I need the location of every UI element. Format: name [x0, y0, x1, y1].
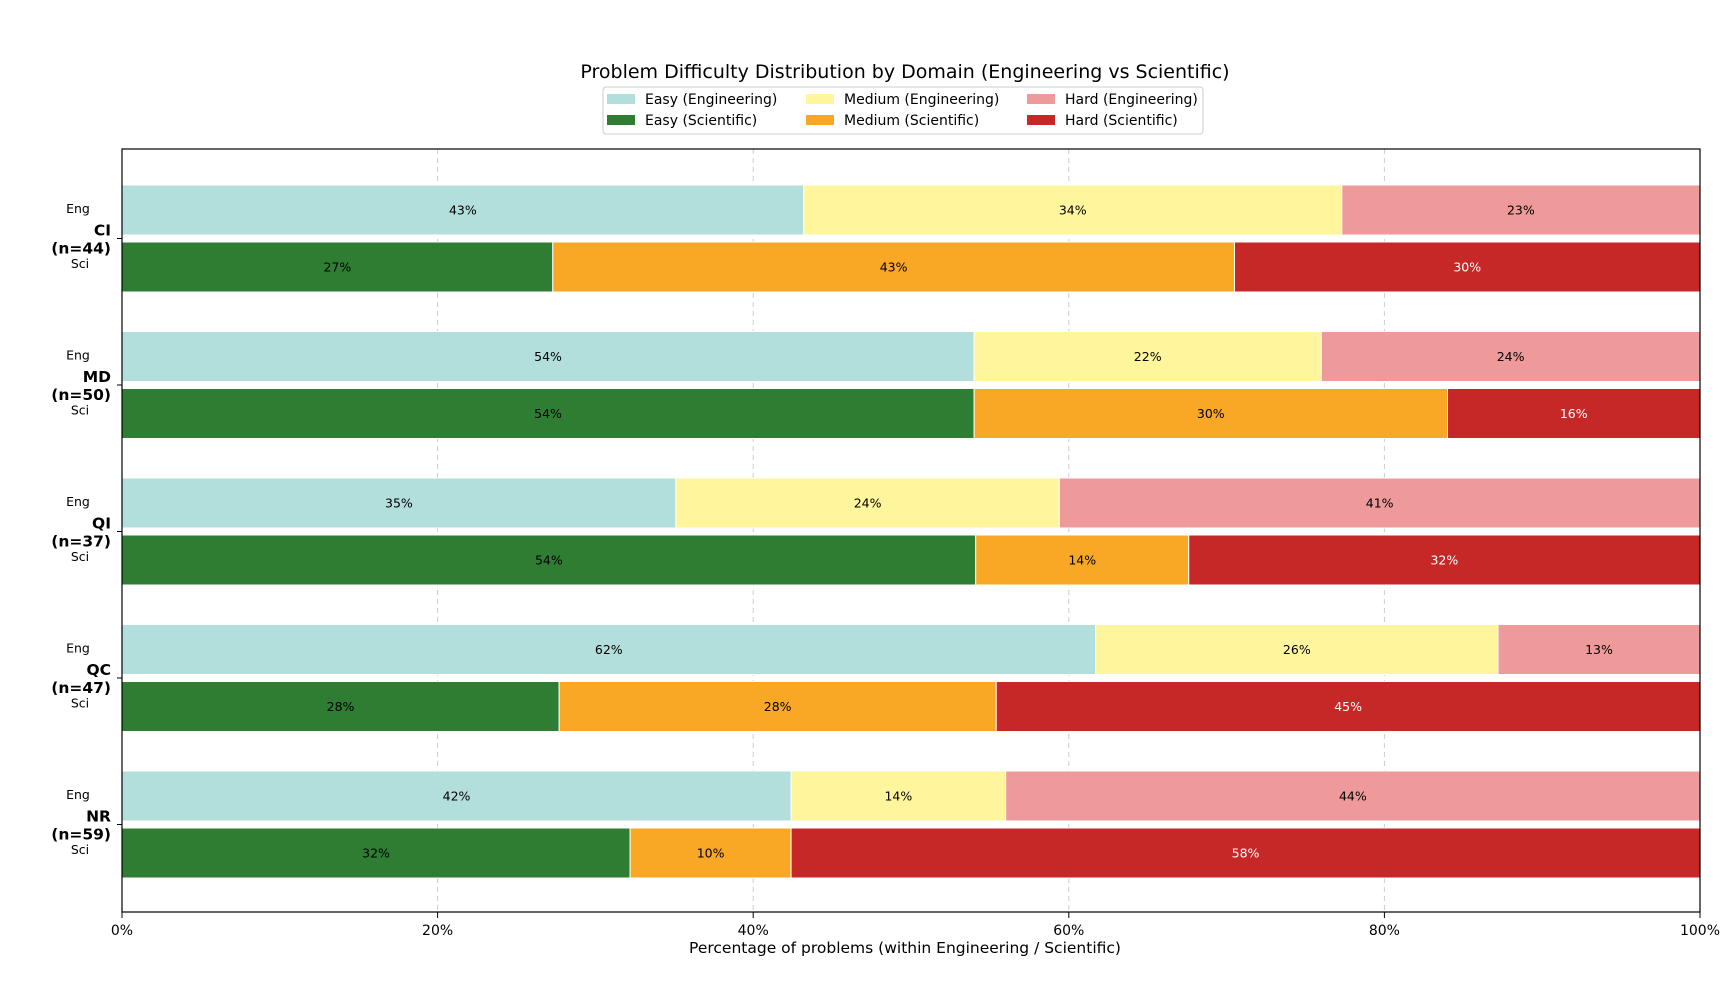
group-label-sci: Sci	[71, 696, 89, 711]
bar-value-label: 41%	[1366, 496, 1394, 511]
bar-segment	[1497, 624, 1701, 675]
bar-value-label: 28%	[764, 699, 792, 714]
bar-segment	[790, 827, 1701, 879]
bar-segment	[121, 681, 560, 732]
bar-value-label: 45%	[1334, 699, 1362, 714]
legend-entry: Hard (Scientific)	[1065, 113, 1178, 129]
bar-segment	[121, 770, 792, 822]
bar-segment	[558, 681, 997, 732]
bar-value-label: 26%	[1283, 642, 1311, 657]
legend-entry: Medium (Engineering)	[844, 92, 999, 108]
bar-value-label: 35%	[385, 496, 413, 511]
bar-value-label: 22%	[1134, 349, 1162, 364]
bar-value-label: 30%	[1453, 260, 1481, 275]
legend-entry: Easy (Scientific)	[645, 113, 757, 129]
legend-entry: Medium (Scientific)	[844, 113, 979, 129]
legend-swatch	[1027, 94, 1055, 104]
legend-entry: Hard (Engineering)	[1065, 92, 1198, 108]
bar-segment	[629, 827, 792, 879]
bar-segment	[995, 681, 1701, 732]
bar-segment	[1233, 241, 1701, 293]
x-tick-label: 100%	[1680, 923, 1720, 939]
legend-swatch	[1027, 115, 1055, 125]
bar-value-label: 32%	[1430, 553, 1458, 568]
group-label-sci: Sci	[71, 403, 89, 418]
chart-title: Problem Difficulty Distribution by Domai…	[580, 61, 1229, 83]
bar-value-label: 23%	[1507, 203, 1535, 218]
category-label: QI (n=37)	[51, 515, 111, 551]
group-label-sci: Sci	[71, 842, 89, 857]
bar-value-label: 16%	[1560, 406, 1588, 421]
bar-value-label: 34%	[1059, 203, 1087, 218]
bar-value-label: 14%	[884, 789, 912, 804]
x-axis: 0% 20% 40% 60% 80% 100%	[111, 912, 1720, 939]
bar-segment	[121, 241, 554, 293]
category-label: MD (n=50)	[51, 368, 111, 404]
bar-segment	[790, 770, 1007, 822]
bar-value-label: 62%	[595, 642, 623, 657]
group-label-eng: Eng	[66, 787, 90, 802]
bar-segment	[121, 534, 977, 586]
bar-value-label: 13%	[1585, 642, 1613, 657]
legend-swatch	[806, 115, 834, 125]
bar-value-label: 58%	[1232, 846, 1260, 861]
bar-value-label: 42%	[443, 789, 471, 804]
bar-labels: 43% 34% 23% 27% 43% 30% 54% 22% 24% 54% 30% 16% 35% 2…	[323, 203, 1613, 861]
bar-value-label: 32%	[362, 846, 390, 861]
bar-value-label: 24%	[1497, 349, 1525, 364]
category-label: NR (n=59)	[51, 808, 111, 844]
bar-value-label: 54%	[534, 349, 562, 364]
bar-value-label: 24%	[854, 496, 882, 511]
bar-value-label: 44%	[1339, 789, 1367, 804]
legend-entry: Easy (Engineering)	[645, 92, 777, 108]
bar-segment	[1320, 331, 1701, 382]
bar-value-label: 27%	[323, 260, 351, 275]
x-tick-label: 40%	[738, 923, 769, 939]
legend-swatch	[607, 115, 635, 125]
x-axis-label: Percentage of problems (within Engineeri…	[689, 939, 1121, 957]
bar-segment	[1058, 477, 1701, 529]
bar-segment	[1095, 624, 1499, 675]
bar-segment	[1447, 388, 1701, 439]
bar-value-label: 30%	[1197, 406, 1225, 421]
bar-segment	[121, 184, 805, 236]
group-label-eng: Eng	[66, 641, 90, 656]
bar-value-label: 14%	[1068, 553, 1096, 568]
bar-segment	[121, 331, 975, 382]
group-label-eng: Eng	[66, 348, 90, 363]
plot-frame	[121, 148, 1701, 913]
group-label-sci: Sci	[71, 256, 89, 271]
category-label: CI (n=44)	[51, 222, 111, 258]
legend-swatch	[607, 94, 635, 104]
bar-value-label: 43%	[449, 203, 477, 218]
bar-value-label: 54%	[535, 553, 563, 568]
x-tick-label: 20%	[422, 923, 453, 939]
bars	[121, 184, 1701, 879]
group-label-eng: Eng	[66, 494, 90, 509]
bar-segment	[975, 534, 1190, 586]
bar-segment	[1188, 534, 1701, 586]
bar-segment	[121, 477, 677, 529]
bar-segment	[803, 184, 1343, 236]
legend-swatch	[806, 94, 834, 104]
bar-segment	[121, 624, 1097, 675]
x-tick-label: 80%	[1369, 923, 1400, 939]
bar-value-label: 28%	[327, 699, 355, 714]
category-label: QC (n=47)	[51, 661, 111, 697]
bar-segment	[1341, 184, 1701, 236]
legend: Easy (Engineering) Easy (Scientific) Mediu…	[602, 86, 1204, 135]
x-tick-label: 0%	[111, 923, 133, 939]
bar-value-label: 43%	[880, 260, 908, 275]
bar-value-label: 54%	[534, 406, 562, 421]
bar-segment	[1005, 770, 1701, 822]
bar-segment	[552, 241, 1235, 293]
bar-segment	[675, 477, 1060, 529]
group-label-sci: Sci	[71, 549, 89, 564]
group-label-eng: Eng	[66, 201, 90, 216]
x-tick-label: 60%	[1053, 923, 1084, 939]
bar-value-label: 10%	[697, 846, 725, 861]
